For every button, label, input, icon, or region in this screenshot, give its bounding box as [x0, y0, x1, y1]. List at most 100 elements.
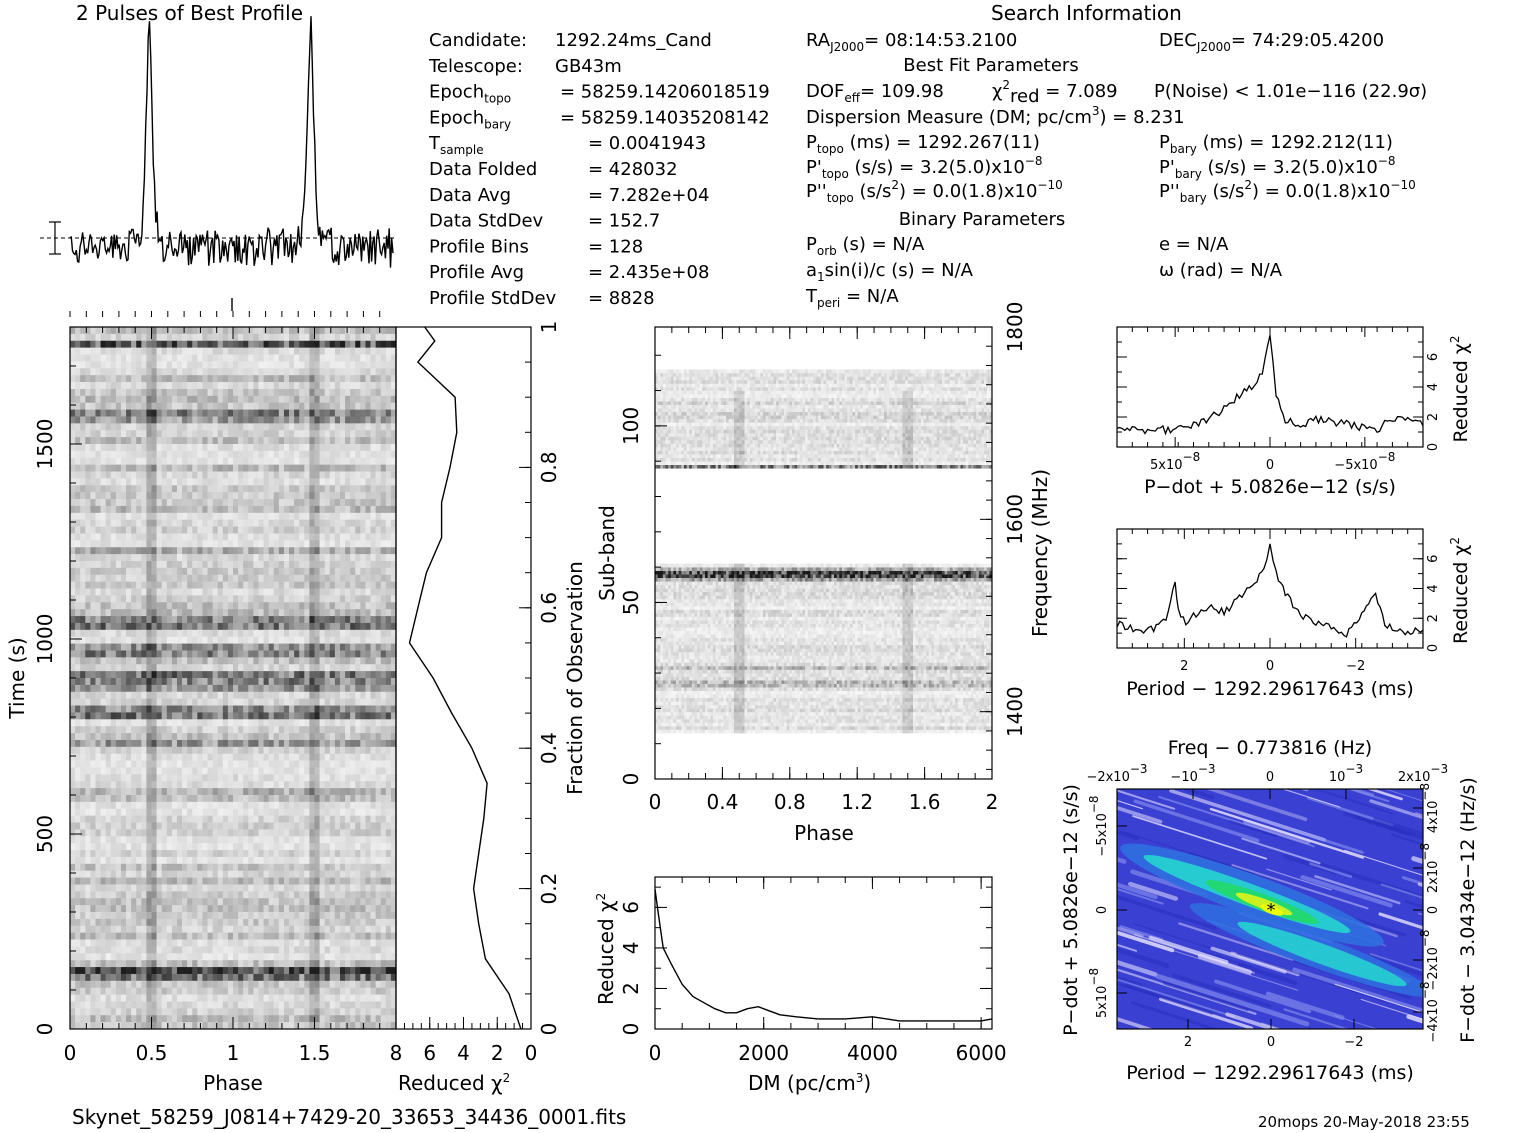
chi2-time-xtick: 4	[457, 1041, 470, 1065]
info-label: Profile Avg	[429, 262, 524, 283]
asini-value: a1sin(i)/c (s) = N/A	[806, 260, 974, 284]
period-pdot-lefttick: −5x10−8	[1087, 795, 1110, 856]
info-label: Profile StdDev	[429, 288, 557, 309]
chi2-time-ytick: 0.2	[537, 873, 561, 905]
period-pdot-righttick: −2x10−8	[1418, 929, 1441, 990]
pdot-line	[1116, 335, 1424, 436]
time-phase-xlabel: Phase	[203, 1071, 263, 1095]
info-row: Data Folded = 428032	[429, 159, 678, 180]
period-ytick: 6	[1426, 555, 1441, 563]
subband-xtick: 0.4	[706, 790, 738, 814]
info-label: Epochbary	[429, 107, 511, 131]
dm-ytick: 4	[619, 942, 643, 955]
info-mid-column: RAJ2000= 08:14:53.2100 DECJ2000= 74:29:05…	[805, 30, 1427, 310]
info-value: GB43m	[555, 56, 622, 77]
pdot-panel: 5x10−8 0 −5x10−8 0 2 4 6 P−dot + 5.0826e−12 (s/…	[1116, 326, 1472, 498]
period-pdot-xtick: −2	[1344, 1035, 1363, 1050]
pdot-ytick: 0	[1426, 443, 1441, 451]
dm-value: Dispersion Measure (DM; pc/cm3) = 8.231	[806, 104, 1185, 128]
info-label: Profile Bins	[429, 236, 529, 257]
subband-ytick: 0	[619, 773, 643, 786]
search-info-title: Search Information	[991, 1, 1182, 25]
chi2-time-line	[408, 326, 522, 1030]
tperi-value: Tperi = N/A	[805, 286, 899, 310]
info-left-column: Candidate: 1292.24ms_Cand Telescope: GB43m E…	[428, 30, 770, 309]
period-pdot-ylabel: P−dot + 5.0826e−12 (s/s)	[1060, 784, 1082, 1036]
info-row: Candidate: 1292.24ms_Cand	[429, 30, 712, 51]
chi2-time-ylabel: Fraction of Observation	[563, 561, 587, 795]
period-xlabel: Period − 1292.29617643 (ms)	[1126, 678, 1414, 700]
dm-ytick: 2	[619, 982, 643, 995]
chi2-time-frame	[395, 326, 532, 1030]
chi2-value: χ2red = 7.089	[992, 78, 1118, 107]
chi2-time-xlabel: Reduced χ2	[398, 1071, 510, 1095]
period-pdot-toptick: −2x10−3	[1086, 762, 1147, 785]
info-row: Epochtopo = 58259.14206018519	[429, 82, 770, 106]
time-phase-panel: 0 0.5 1 1.5 0 500 1000 1500 Phase Time (s)	[5, 311, 397, 1095]
ra-value: RAJ2000= 08:14:53.2100	[806, 30, 1017, 54]
period-xtick: 0	[1266, 659, 1274, 674]
period-pdot-righttick: 0	[1426, 906, 1441, 914]
dm-ytick: 6	[619, 901, 643, 914]
info-value: = 152.7	[588, 211, 660, 232]
pdbary-value: P'bary (s/s) = 3.2(5.0)x10−8	[1159, 154, 1396, 181]
dm-xtick: 2000	[738, 1041, 789, 1065]
dm-xlabel: DM (pc/cm3)	[748, 1071, 871, 1095]
chi2-time-ytick: 0.6	[537, 592, 561, 624]
profile-errorbar	[49, 221, 61, 255]
chi2-time-xtick: 8	[390, 1041, 403, 1065]
pdtopo-value: P'topo (s/s) = 3.2(5.0)x10−8	[806, 154, 1043, 181]
time-phase-ylabel: Time (s)	[5, 637, 29, 719]
period-pdot-toptick: −10−3	[1170, 762, 1215, 785]
timestamp-label: 20mops 20-May-2018 23:55	[1258, 1113, 1470, 1131]
period-ytick: 4	[1426, 584, 1441, 592]
info-value: = 8828	[588, 288, 655, 309]
period-ytick: 2	[1426, 614, 1441, 622]
period-xtick: 2	[1180, 659, 1188, 674]
pdot-xtick: 5x10−8	[1150, 450, 1200, 473]
pdot-ylabel: Reduced χ2	[1448, 336, 1472, 443]
period-pdot-lefttick: 5x10−8	[1087, 968, 1110, 1018]
info-label: Data Folded	[429, 159, 537, 180]
info-value: = 7.282e+04	[588, 185, 709, 206]
pdot-ytick: 2	[1426, 413, 1441, 421]
pdot-frame	[1116, 326, 1424, 448]
dm-ytick: 0	[619, 1023, 643, 1036]
chi2-time-ytick: 0	[537, 1023, 561, 1036]
subband-xlabel: Phase	[794, 821, 854, 845]
period-xtick: −2	[1346, 659, 1365, 674]
info-label: Telescope:	[428, 56, 523, 77]
ecc-value: e = N/A	[1159, 234, 1229, 255]
info-row: Profile Bins = 128	[429, 236, 643, 257]
info-row: Tsample = 0.0041943	[428, 133, 706, 157]
chi2-time-ytick: 0.4	[537, 732, 561, 764]
dec-value: DECJ2000= 74:29:05.4200	[1159, 30, 1384, 54]
binary-title: Binary Parameters	[899, 209, 1066, 230]
time-phase-xtick: 0	[64, 1041, 77, 1065]
dm-frame	[654, 876, 993, 1030]
subband-cells	[655, 369, 993, 734]
pddbary-value: P''bary (s/s2) = 0.0(1.8)x10−10	[1159, 178, 1416, 205]
info-value: 1292.24ms_Cand	[555, 30, 712, 51]
frequency-label: Frequency (MHz)	[1028, 469, 1052, 637]
period-pdot-title: Freq − 0.773816 (Hz)	[1168, 737, 1372, 759]
time-phase-ytick: 0	[33, 1023, 57, 1036]
time-phase-ytick: 1000	[33, 614, 57, 665]
chi2-time-xtick: 2	[491, 1041, 504, 1065]
period-pdot-righttick: 4x10−8	[1418, 783, 1441, 833]
dm-line	[654, 889, 993, 1022]
time-phase-xtick: 0.5	[136, 1041, 168, 1065]
subband-ytick: 100	[619, 407, 643, 445]
info-value: = 2.435e+08	[588, 262, 709, 283]
omega-value: ω (rad) = N/A	[1159, 260, 1283, 281]
subband-ytick: 50	[619, 590, 643, 615]
best-fit-marker: *	[1267, 900, 1276, 921]
info-row: Telescope: GB43m	[428, 56, 622, 77]
dm-xtick: 4000	[847, 1041, 898, 1065]
pdot-xtick: 0	[1266, 458, 1274, 473]
time-phase-xtick: 1.5	[299, 1041, 331, 1065]
info-label: Epochtopo	[429, 82, 511, 106]
period-pdot-peak: *	[1120, 843, 1423, 997]
